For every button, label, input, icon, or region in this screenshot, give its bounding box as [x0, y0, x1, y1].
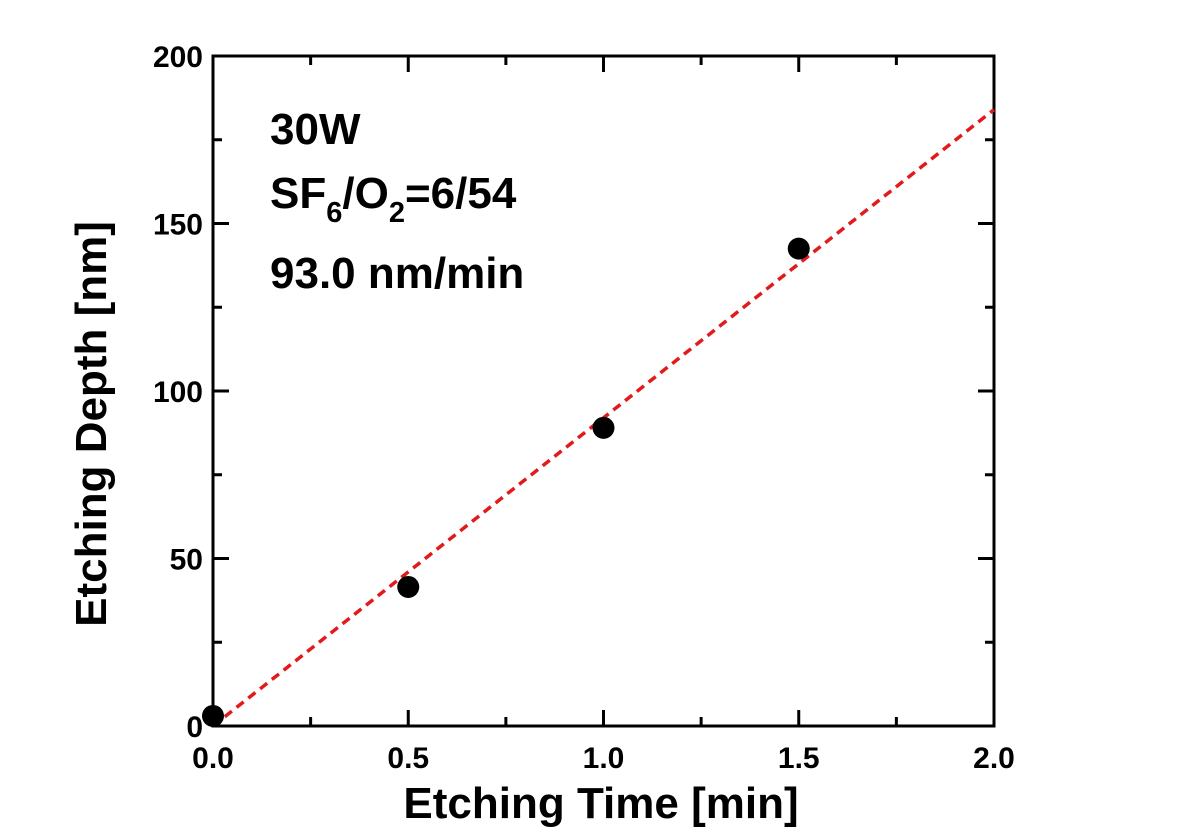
x-tick-labels: 0.0 0.5 1.0 1.5 2.0 [192, 742, 1015, 775]
data-point [592, 416, 615, 439]
data-points [202, 237, 810, 727]
annotation-rate: 93.0 nm/min [270, 249, 524, 298]
y-tick-label: 0 [186, 711, 203, 744]
data-point [202, 704, 224, 727]
x-axis-title: Etching Time [min] [403, 779, 798, 828]
x-tick-label: 1.0 [583, 742, 625, 775]
x-tick-label: 0.5 [387, 742, 429, 775]
annotation-power: 30W [270, 105, 361, 154]
y-tick-label: 100 [153, 376, 203, 409]
y-axis-title: Etching Depth [nm] [67, 221, 116, 627]
y-tick-labels: 0 50 100 150 200 [153, 41, 203, 744]
data-point [787, 237, 810, 260]
x-tick-label: 2.0 [973, 742, 1015, 775]
x-tick-label: 1.5 [778, 742, 820, 775]
plot-frame [211, 54, 996, 728]
y-tick-label: 150 [153, 209, 203, 242]
data-point [397, 575, 420, 598]
axis-ticks [211, 54, 996, 728]
y-tick-label: 200 [153, 41, 203, 74]
x-tick-label: 0.0 [192, 742, 234, 775]
annotation-gas-ratio: SF6/O2=6/54 [270, 169, 517, 229]
y-tick-label: 50 [170, 544, 203, 577]
